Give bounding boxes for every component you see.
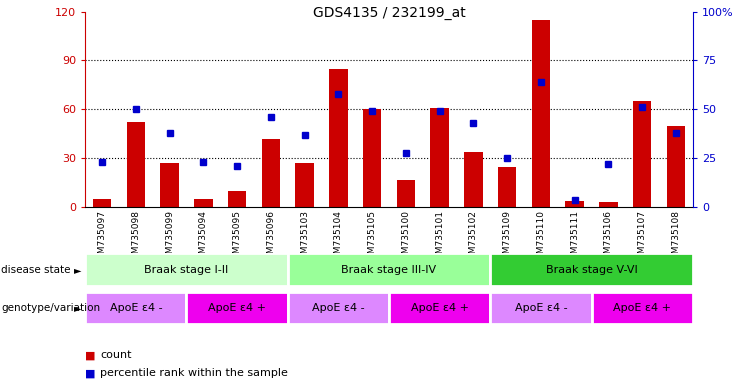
Bar (288, 253, 491, 286)
Bar (633, 101, 651, 207)
Bar (667, 126, 685, 207)
Bar (127, 122, 145, 207)
Text: ApoE ε4 +: ApoE ε4 + (614, 303, 671, 313)
Bar (288, 292, 389, 324)
Bar (491, 292, 591, 324)
Bar (531, 20, 551, 207)
Bar (491, 253, 693, 286)
Bar (262, 139, 280, 207)
Text: ApoE ε4 -: ApoE ε4 - (514, 303, 568, 313)
Text: GDS4135 / 232199_at: GDS4135 / 232199_at (313, 6, 465, 20)
Bar (431, 108, 449, 207)
Bar (599, 202, 618, 207)
Text: ApoE ε4 +: ApoE ε4 + (208, 303, 266, 313)
Text: genotype/variation: genotype/variation (1, 303, 101, 313)
Bar (85, 253, 288, 286)
Bar (591, 292, 693, 324)
Text: ►: ► (74, 303, 82, 313)
Bar (329, 69, 348, 207)
Bar (396, 180, 415, 207)
Bar (227, 191, 247, 207)
Bar (389, 292, 491, 324)
Text: ■: ■ (85, 350, 96, 360)
Bar (85, 292, 187, 324)
Bar (187, 292, 288, 324)
Text: ApoE ε4 +: ApoE ε4 + (411, 303, 468, 313)
Text: percentile rank within the sample: percentile rank within the sample (100, 368, 288, 378)
Bar (498, 167, 516, 207)
Bar (160, 163, 179, 207)
Bar (363, 109, 382, 207)
Text: ■: ■ (85, 368, 96, 378)
Bar (565, 201, 584, 207)
Bar (464, 152, 482, 207)
Bar (194, 199, 213, 207)
Bar (93, 199, 111, 207)
Text: Braak stage V-VI: Braak stage V-VI (545, 265, 637, 275)
Bar (296, 163, 314, 207)
Text: ApoE ε4 -: ApoE ε4 - (312, 303, 365, 313)
Text: Braak stage I-II: Braak stage I-II (144, 265, 229, 275)
Text: disease state: disease state (1, 265, 71, 275)
Text: ►: ► (74, 265, 82, 275)
Text: Braak stage III-IV: Braak stage III-IV (342, 265, 436, 275)
Text: count: count (100, 350, 132, 360)
Text: ApoE ε4 -: ApoE ε4 - (110, 303, 162, 313)
